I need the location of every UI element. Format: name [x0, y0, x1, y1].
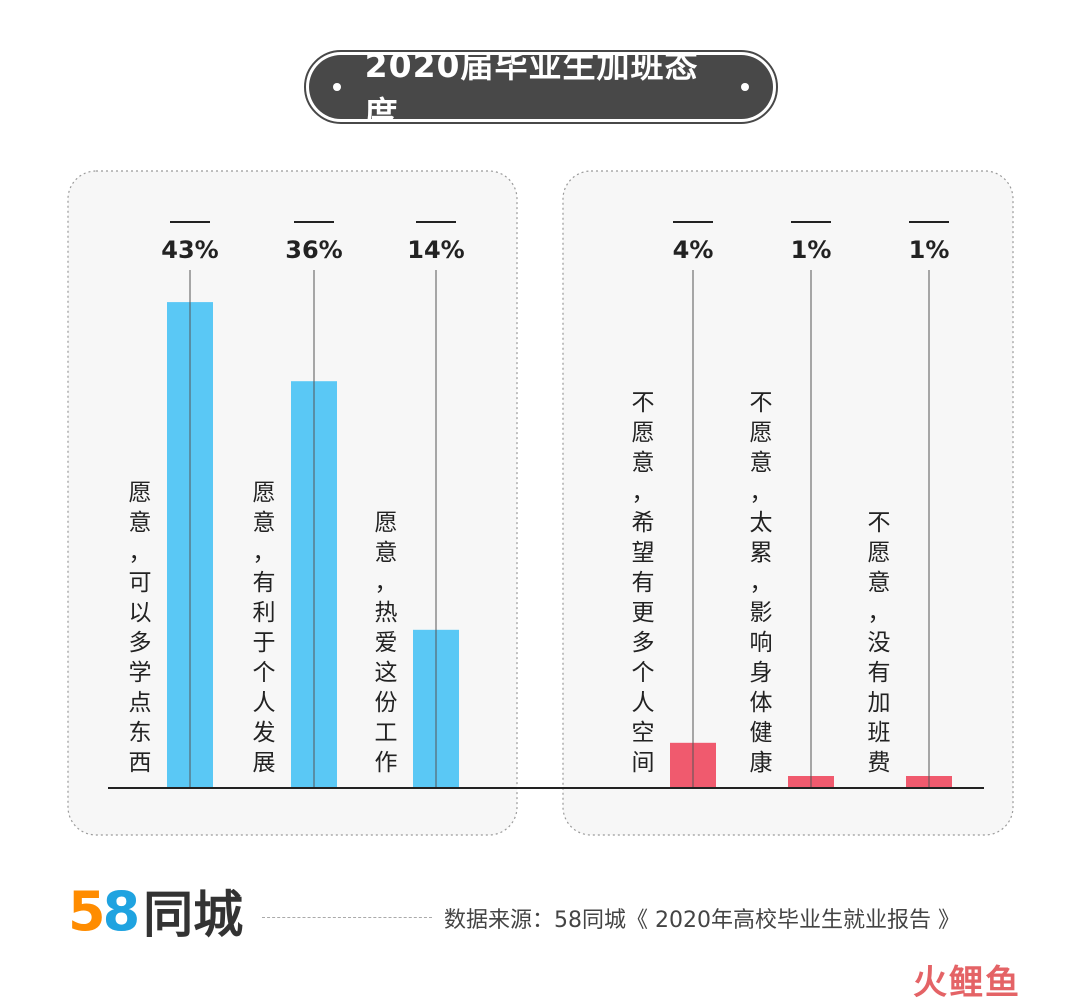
- category-label-5: 不愿意，没有加班费: [868, 510, 891, 776]
- title-dot-left: [333, 83, 341, 91]
- value-label-3: 4%: [673, 236, 714, 264]
- source-divider: [262, 917, 432, 918]
- value-label-5: 1%: [909, 236, 950, 264]
- chart-title: 2020届毕业生加班态度: [364, 46, 699, 133]
- watermark: 火鲤鱼: [913, 963, 1021, 1003]
- category-label-1: 愿意，有利于个人发展: [253, 480, 276, 776]
- logo-58-mark: 58: [68, 879, 141, 943]
- title-dot-right: [741, 83, 749, 91]
- data-source: 数据来源：58同城《 2020年高校毕业生就业报告 》: [444, 908, 960, 933]
- logo-text: 同城: [143, 886, 244, 944]
- category-label-4: 不愿意，太累，影响身体健康: [750, 390, 773, 776]
- logo-digit-8: 8: [102, 879, 141, 943]
- bar-chart: 43% 愿意，可以多学点东西 36% 愿意，有利于个人发展 14% 愿意，热爱这份工作 4%…: [67, 170, 1014, 836]
- value-label-1: 36%: [285, 236, 342, 264]
- category-label-3: 不愿意，希望有更多个人空间: [632, 390, 655, 776]
- value-label-2: 14%: [407, 236, 464, 264]
- category-label-0: 愿意，可以多学点东西: [129, 480, 152, 776]
- category-label-2: 愿意，热爱这份工作: [375, 510, 398, 776]
- brand-logo: 58 同城: [68, 879, 243, 945]
- value-label-4: 1%: [791, 236, 832, 264]
- logo-digit-5: 5: [68, 879, 106, 943]
- panel-unwilling: [562, 170, 1014, 836]
- value-label-0: 43%: [161, 236, 218, 264]
- title-pill: 2020届毕业生加班态度: [304, 46, 778, 133]
